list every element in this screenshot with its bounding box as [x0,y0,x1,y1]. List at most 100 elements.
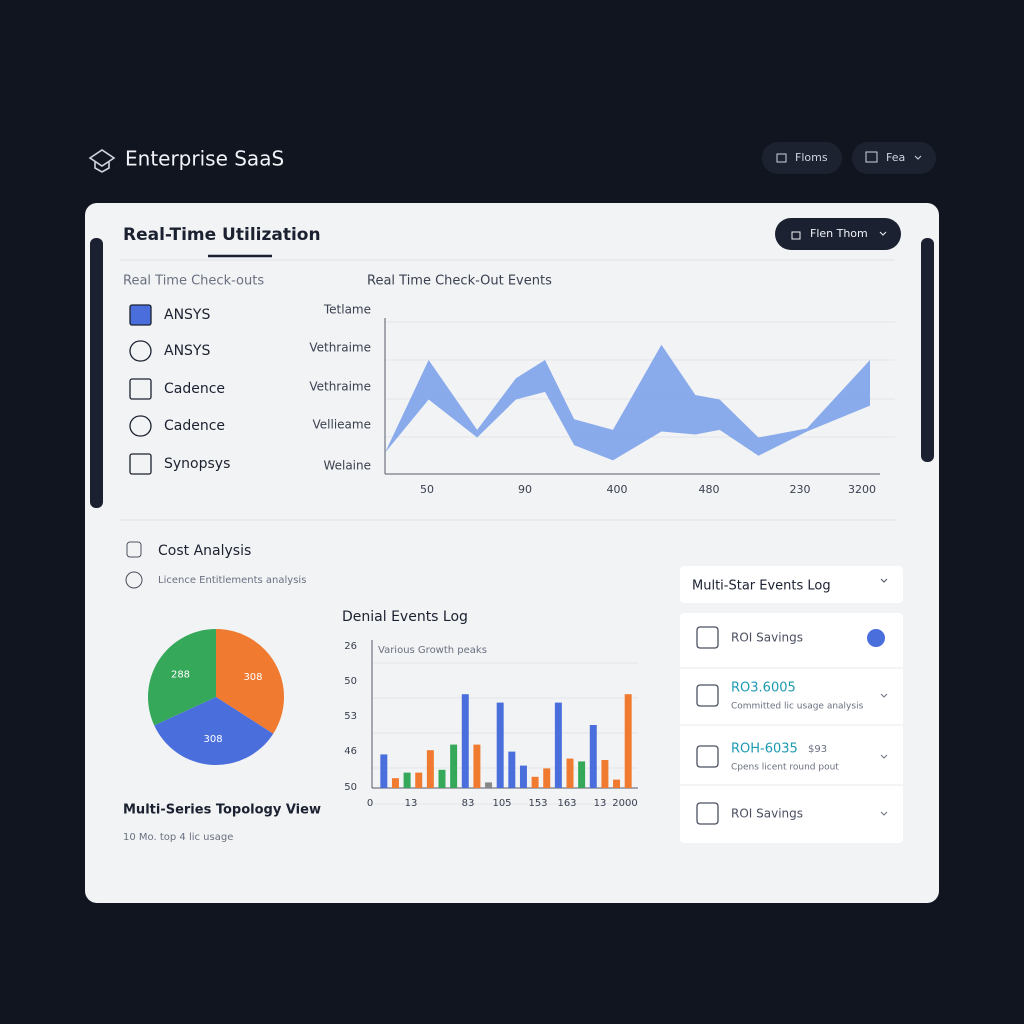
caption-note: 10 Mo. top 4 lic usage [123,832,233,843]
bar [624,694,632,788]
bar [473,744,481,788]
bar [554,702,562,788]
bar [461,694,469,788]
bar [543,768,551,788]
x-tick-label: 153 [528,798,547,809]
nav-button-label: Fea [886,151,905,164]
brand-logo [88,149,116,173]
log-extra: $93 [808,744,827,755]
section-title: Cost Analysis [158,543,251,559]
x-tick-label: 83 [462,798,475,809]
y-tick-label: 46 [344,746,357,757]
y-tick-label: Vethraime [309,341,371,355]
x-tick-label: 105 [492,798,511,809]
bar [531,776,539,788]
scrollbar[interactable] [90,238,103,508]
log-title: ROI Savings [731,807,803,821]
bar [438,769,446,788]
bar [391,778,399,788]
pie-value-label: 308 [204,734,223,745]
caption: Multi-Series Topology View [123,803,321,818]
chevron [879,231,887,236]
x-tick-label: 2000 [612,798,637,809]
x-tick-label: 400 [607,483,628,496]
y-tick-label: 26 [344,641,357,652]
nav-button[interactable] [852,142,936,174]
dropdown-label: Multi-Star Events Log [692,579,831,594]
log-title: ROI Savings [731,631,803,645]
chevron [914,155,922,160]
x-tick-label: 90 [518,483,532,496]
license-icon [129,304,152,326]
x-tick-label: 0 [367,798,373,809]
x-tick-label: 163 [557,798,576,809]
license-name: Synopsys [164,456,230,472]
bar [415,772,423,788]
bar [578,761,586,788]
log-desc: Cpens licent round pout [731,763,839,773]
log-icon [696,745,719,768]
y-tick-label: 53 [344,711,357,722]
x-tick-label: 230 [790,483,811,496]
pie-slice [216,629,284,734]
x-tick-label: 480 [699,483,720,496]
scrollbar[interactable] [921,238,934,462]
bar [613,779,621,788]
x-tick-label: 50 [420,483,434,496]
y-tick-label: Vellieame [313,418,371,432]
status-badge [867,629,885,647]
log-icon [696,626,719,649]
x-tick-label: 13 [405,798,418,809]
license-name: ANSYS [164,343,210,359]
log-title: RO3.6005 [731,681,796,696]
chevron[interactable] [880,754,888,759]
license-icon [129,453,152,475]
y-tick-label: Vethraime [309,380,371,394]
pie-slice [154,697,274,765]
pie-value-label: 288 [171,669,190,680]
license-icon [129,378,152,400]
section-heading: Real Time Check-outs [123,274,264,289]
bar [601,760,609,788]
chevron[interactable] [880,693,888,698]
y-tick-label: 50 [344,782,357,793]
pie-value-label: 308 [243,672,262,683]
log-desc: Committed lic usage analysis [731,702,864,712]
bar [566,758,574,788]
log-dropdown[interactable] [680,566,903,603]
log-icon [696,802,719,825]
license-name: ANSYS [164,307,210,323]
pie-slice [147,629,216,726]
chevron[interactable] [880,811,888,816]
log-icon [696,684,719,707]
log-title: ROH-6035 [731,742,798,757]
nav-button-label: Floms [795,151,828,164]
bar [426,750,434,788]
area-band [385,344,870,461]
icon [865,151,878,163]
bar [403,772,411,788]
panel-title: Real-Time Utilization [123,225,321,245]
bar [519,765,527,788]
license-name: Cadence [164,381,225,397]
bar [589,725,597,788]
bar [485,782,493,788]
nav-button[interactable] [762,142,842,174]
panel-dropdown[interactable] [775,218,901,250]
y-tick-label: Welaine [323,459,371,473]
bar [496,702,504,788]
brand-name: Enterprise SaaS [125,147,284,171]
y-tick-label: Tetlame [323,303,371,317]
lock-icon [791,231,801,240]
license-icon [129,340,152,362]
chart-legend: Various Growth peaks [378,645,487,656]
bar [508,751,516,788]
section-icon [126,541,142,558]
y-tick-label: 50 [344,676,357,687]
x-tick-label: 3200 [848,483,876,496]
chevron [880,578,888,583]
license-name: Cadence [164,418,225,434]
x-tick-label: 13 [594,798,607,809]
